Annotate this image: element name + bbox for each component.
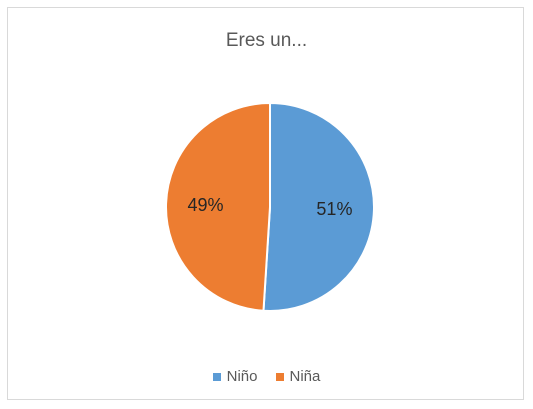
- chart-title: Eres un...: [225, 30, 308, 51]
- legend-label-nino: Niño: [226, 368, 258, 385]
- legend-item-nino: Niño: [212, 368, 258, 385]
- data-label-nina: 49%: [188, 195, 224, 215]
- legend-swatch-nina: [275, 372, 284, 381]
- legend: Niño Niña: [0, 368, 533, 385]
- data-label-nino: 51%: [316, 199, 352, 219]
- legend-item-nina: Niña: [275, 368, 321, 385]
- legend-swatch-nino: [212, 372, 221, 381]
- legend-label-nina: Niña: [289, 368, 321, 385]
- pie-slice-nino: [262, 101, 375, 312]
- pie-slice-nina: [165, 101, 271, 312]
